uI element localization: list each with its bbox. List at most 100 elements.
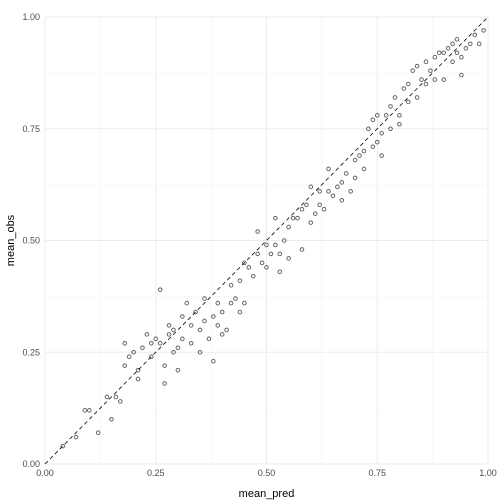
data-point	[109, 417, 114, 422]
data-point	[233, 296, 238, 301]
data-point	[459, 54, 464, 60]
data-point	[242, 300, 247, 306]
data-point	[202, 296, 207, 301]
data-point	[184, 300, 190, 306]
y-axis-tick-labels: 0.00 0.25 0.50 0.75 1.00	[22, 12, 40, 469]
y-tick-label: 0.75	[22, 124, 40, 134]
data-point	[370, 117, 376, 123]
data-point	[454, 37, 460, 42]
data-point	[202, 318, 207, 324]
x-tick-label: 1.00	[479, 468, 497, 478]
data-point	[467, 41, 473, 47]
data-point	[175, 345, 181, 351]
data-point	[149, 354, 154, 360]
data-point	[242, 260, 247, 266]
data-point	[193, 309, 198, 315]
data-point	[162, 363, 167, 368]
data-point	[299, 206, 305, 212]
data-point	[264, 265, 269, 270]
data-point	[180, 314, 185, 319]
x-axis-title: mean_pred	[239, 488, 295, 500]
data-point	[414, 63, 420, 69]
data-point	[73, 434, 79, 440]
data-point	[326, 166, 331, 172]
data-point	[224, 327, 229, 333]
data-point	[432, 77, 438, 82]
data-point	[441, 50, 447, 56]
data-point	[118, 399, 123, 404]
data-point	[419, 77, 424, 82]
data-point	[188, 341, 194, 346]
data-point	[149, 341, 154, 346]
data-point	[153, 336, 159, 342]
data-point	[321, 206, 327, 212]
data-point	[175, 367, 181, 373]
data-point	[277, 251, 283, 257]
data-point	[286, 256, 291, 261]
data-point	[228, 282, 234, 288]
data-point	[126, 354, 132, 360]
data-point	[463, 45, 469, 51]
data-point	[259, 260, 265, 266]
data-point	[339, 180, 345, 185]
data-point	[357, 153, 362, 158]
data-point	[335, 184, 340, 190]
data-point	[166, 332, 172, 337]
data-point	[445, 45, 451, 51]
data-point	[339, 197, 345, 203]
data-point	[246, 265, 252, 270]
data-point	[361, 166, 367, 172]
y-tick-label: 1.00	[22, 12, 40, 22]
data-point	[286, 224, 291, 230]
data-point	[423, 81, 429, 87]
data-point	[326, 189, 331, 194]
data-point	[432, 54, 438, 60]
data-point	[157, 287, 163, 292]
data-point	[197, 327, 203, 333]
data-point	[281, 238, 287, 243]
data-point	[366, 126, 371, 132]
data-point	[237, 278, 243, 284]
data-point	[317, 202, 322, 208]
data-point	[299, 247, 305, 252]
data-point	[397, 121, 402, 127]
data-point	[405, 81, 411, 87]
data-point	[140, 345, 145, 351]
data-point	[113, 394, 119, 400]
data-point	[131, 349, 136, 355]
data-point	[317, 189, 322, 194]
data-point	[122, 363, 128, 368]
data-point	[157, 341, 163, 346]
data-point	[481, 28, 486, 33]
data-point	[228, 300, 234, 306]
data-point	[104, 394, 110, 400]
data-point	[82, 408, 88, 413]
y-axis-title: mean_obs	[5, 214, 17, 266]
grid-lines	[44, 16, 489, 465]
data-point	[87, 408, 92, 413]
x-tick-label: 0.25	[147, 468, 165, 478]
data-point	[312, 211, 318, 216]
data-points	[60, 28, 486, 449]
data-point	[255, 251, 260, 257]
data-point	[277, 269, 283, 275]
data-point	[264, 242, 269, 248]
data-point	[441, 77, 447, 82]
data-point	[405, 99, 411, 105]
data-point	[374, 139, 380, 145]
data-point	[410, 68, 415, 73]
data-point	[180, 336, 185, 342]
data-point	[379, 153, 384, 158]
x-tick-label: 0.00	[36, 468, 54, 478]
data-point	[268, 251, 274, 257]
data-point	[379, 130, 384, 136]
data-point	[450, 41, 455, 47]
data-point	[273, 242, 278, 248]
data-point	[383, 113, 389, 118]
data-point	[450, 59, 455, 65]
data-point	[304, 202, 309, 208]
data-point	[206, 336, 212, 342]
data-point	[135, 367, 141, 373]
x-axis-tick-labels: 0.00 0.25 0.50 0.75 1.00	[36, 468, 497, 478]
